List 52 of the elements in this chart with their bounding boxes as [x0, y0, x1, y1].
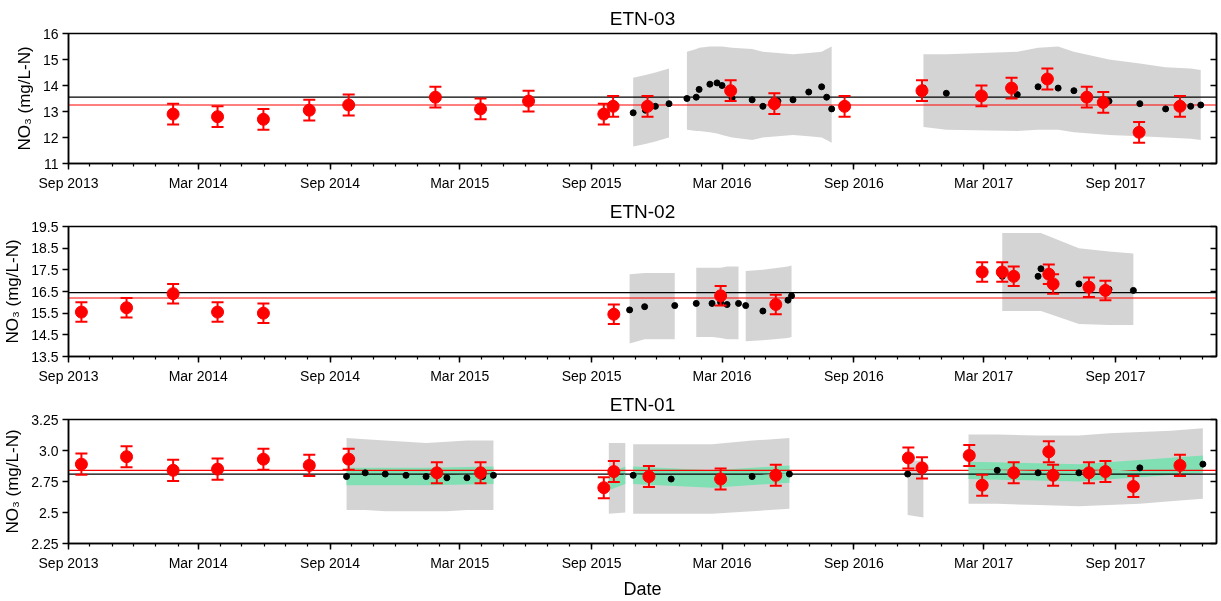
- x-tick-label: Sep 2016: [823, 174, 885, 191]
- chart-title: ETN-03: [609, 7, 676, 29]
- x-tick-label: Mar 2016: [692, 367, 752, 384]
- x-tick-label: Mar 2015: [430, 174, 490, 191]
- chart-title: ETN-01: [609, 393, 676, 415]
- x-tick-label: Sep 2014: [300, 174, 361, 191]
- y-tick-label: 2.75: [31, 473, 59, 490]
- x-tick-label: Sep 2017: [1085, 367, 1146, 384]
- y-tick-label: 16.5: [31, 283, 59, 300]
- x-tick-label: Mar 2016: [692, 554, 752, 571]
- x-tick-label: Mar 2017: [954, 174, 1014, 191]
- x-tick-label: Sep 2013: [38, 554, 99, 571]
- x-tick-label: Mar 2014: [168, 367, 228, 384]
- y-tick-label: 14.5: [31, 326, 59, 343]
- y-tick-label: 15: [42, 51, 59, 68]
- y-tick-label: 11: [43, 155, 59, 172]
- y-tick-label: 3.25: [31, 411, 59, 428]
- y-tick-label: 15.5: [31, 305, 59, 322]
- x-tick-label: Sep 2015: [561, 554, 622, 571]
- chart-title: ETN-02: [609, 200, 676, 222]
- x-tick-label: Mar 2017: [954, 554, 1014, 571]
- y-tick-label: 12: [42, 129, 59, 146]
- y-tick-label: 13.5: [31, 348, 59, 365]
- y-axis-title: NO₃ (mg/L-N): [3, 429, 23, 534]
- y-tick-label: 13: [42, 103, 59, 120]
- x-axis-title: Date: [623, 578, 662, 599]
- y-axis-title: NO₃ (mg/L-N): [14, 46, 34, 151]
- y-tick-label: 17.5: [31, 261, 59, 278]
- x-tick-label: Mar 2015: [430, 367, 490, 384]
- x-tick-label: Sep 2015: [561, 174, 622, 191]
- x-tick-label: Sep 2014: [300, 367, 361, 384]
- x-tick-label: Sep 2016: [823, 554, 885, 571]
- x-tick-label: Sep 2016: [823, 367, 885, 384]
- x-tick-label: Sep 2013: [38, 174, 99, 191]
- y-tick-label: 18.5: [31, 240, 59, 257]
- y-tick-label: 19.5: [31, 218, 59, 235]
- x-tick-label: Mar 2016: [692, 174, 752, 191]
- y-tick-label: 2.5: [39, 504, 59, 521]
- x-tick-label: Mar 2014: [168, 554, 228, 571]
- x-tick-label: Sep 2017: [1085, 174, 1146, 191]
- y-tick-label: 3.0: [39, 442, 59, 459]
- x-tick-label: Sep 2013: [38, 367, 99, 384]
- x-tick-label: Mar 2014: [168, 174, 228, 191]
- x-tick-label: Mar 2017: [954, 367, 1014, 384]
- y-axis-title: NO₃ (mg/L-N): [3, 239, 23, 344]
- y-tick-label: 14: [42, 77, 59, 94]
- y-tick-label: 16: [42, 25, 59, 42]
- x-tick-label: Mar 2015: [430, 554, 490, 571]
- y-tick-label: 2.25: [31, 535, 59, 552]
- x-tick-label: Sep 2014: [300, 554, 361, 571]
- x-tick-label: Sep 2017: [1085, 554, 1146, 571]
- x-tick-label: Sep 2015: [561, 367, 622, 384]
